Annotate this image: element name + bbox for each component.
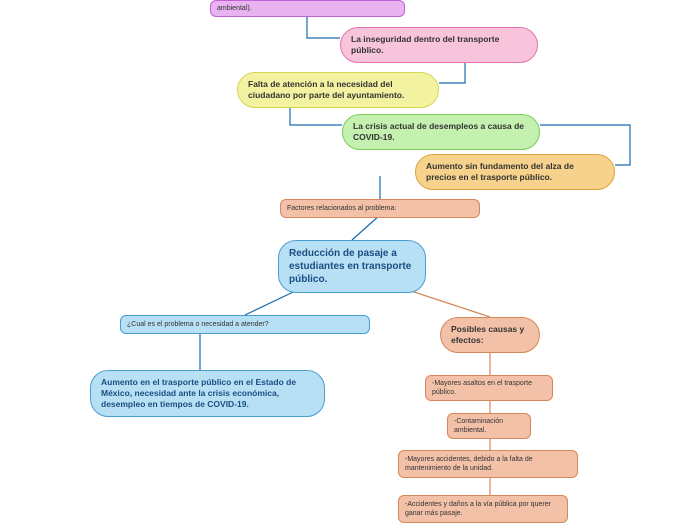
node-n3[interactable]: Falta de atención a la necesidad del ciu… [237,72,439,108]
node-n14[interactable]: -Accidentes y daños a la vía pública por… [398,495,568,523]
node-n12[interactable]: -Contaminación ambiental. [447,413,531,439]
node-n10[interactable]: Aumento en el trasporte público en el Es… [90,370,325,417]
connector [352,215,380,240]
node-n8[interactable]: ¿Cual es el problema o necesidad a atend… [120,315,370,334]
node-n4[interactable]: La crisis actual de desempleos a causa d… [342,114,540,150]
node-n9[interactable]: Posibles causas y efectos: [440,317,540,353]
node-n5[interactable]: Aumento sin fundamento del alza de preci… [415,154,615,190]
node-n1[interactable]: ambiental). [210,0,405,17]
node-n6[interactable]: Factores relacionados al problema: [280,199,480,218]
node-n2[interactable]: La inseguridad dentro del transporte púb… [340,27,538,63]
node-n7[interactable]: Reducción de pasaje a estudiantes en tra… [278,240,426,293]
node-n11[interactable]: -Mayores asaltos en el trasporte público… [425,375,553,401]
node-n13[interactable]: -Mayores accidentes, debido a la falta d… [398,450,578,478]
